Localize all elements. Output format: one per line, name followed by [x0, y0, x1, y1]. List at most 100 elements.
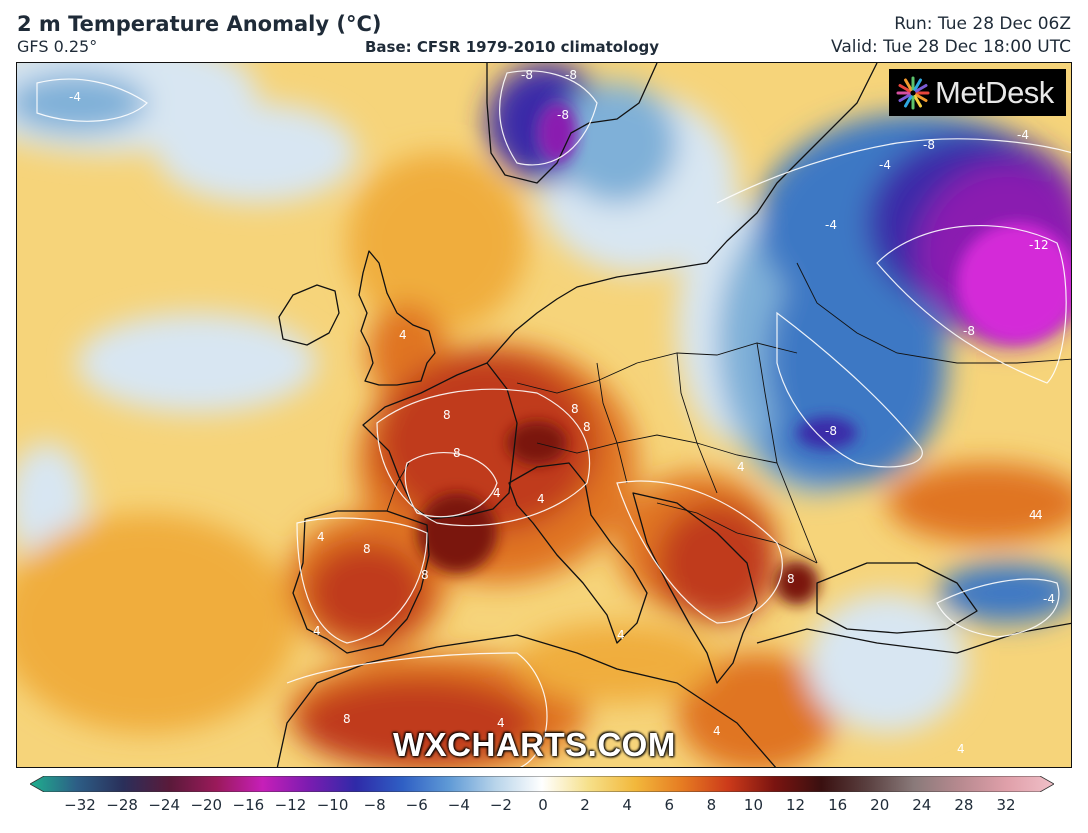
burst-ray [913, 94, 922, 107]
contour-label: 4 [497, 716, 505, 730]
anomaly-core [417, 493, 497, 573]
border-segment [656, 502, 738, 534]
metdesk-logo-text: MetDesk [935, 74, 1054, 110]
contour-label: 4 [399, 328, 407, 342]
colorbar-tick-label: −16 [232, 796, 265, 814]
anomaly-region [517, 623, 717, 703]
contour-label: 8 [443, 408, 451, 422]
anomaly-region [17, 513, 297, 733]
contour-label: -8 [923, 138, 935, 152]
contour-label: -8 [825, 424, 837, 438]
contour-line [498, 70, 598, 166]
contour-label: 8 [421, 568, 429, 582]
burst-ray [904, 94, 913, 107]
coastline-north-sea-europe [486, 63, 878, 364]
contour-label: 4 [737, 460, 745, 474]
anomaly-region [557, 83, 677, 203]
contour-label: 4 [493, 486, 501, 500]
contour-line [404, 452, 498, 518]
anomaly-region [807, 593, 967, 733]
contour-line [36, 78, 148, 122]
chart-title: 2 m Temperature Anomaly (°C) [17, 12, 382, 36]
coastline-ireland [278, 284, 340, 346]
border-segment [386, 462, 410, 512]
contour-label: -8 [565, 68, 577, 82]
contour-line [716, 138, 1071, 204]
colorbar-tick-label: −6 [405, 796, 428, 814]
coastline-north-africa [276, 634, 777, 767]
coastline-france [362, 362, 518, 520]
anomaly-field: -4 -8 -8 -8 -4 -8 -4 -4 -12 -8 -8 4 8 8 … [17, 63, 1071, 767]
colorbar-tick-label: −24 [148, 796, 180, 814]
colorbar-tick-label: 6 [664, 796, 675, 814]
border-segment [796, 262, 1071, 364]
anomaly-region [657, 503, 777, 623]
contour-line [936, 578, 1060, 638]
contour-label: 4 [713, 724, 721, 738]
contour-label: 4 [1035, 508, 1043, 522]
contour-line [286, 652, 548, 767]
coastline-balkans-greece [632, 492, 758, 684]
contour-line [616, 480, 783, 624]
climatology-base: Base: CFSR 1979-2010 climatology [365, 38, 660, 56]
model-name: GFS 0.25° [17, 37, 98, 56]
wxcharts-watermark: WXCHARTS.COM [393, 726, 676, 763]
contour-label: -4 [879, 158, 891, 172]
contour-line [296, 517, 428, 644]
colorbar-tick-label: 12 [785, 796, 806, 814]
anomaly-region [377, 353, 597, 533]
contour-line [376, 388, 591, 527]
metdesk-burst-icon [896, 76, 930, 109]
burst-ray [914, 93, 928, 102]
colorbar-strip [30, 776, 1054, 792]
contour-label: 8 [787, 572, 795, 586]
burst-ray [898, 83, 912, 92]
contour-line [876, 224, 1067, 384]
contour-label: -4 [1043, 592, 1055, 606]
anomaly-region [17, 73, 147, 133]
contour-label: 4 [317, 530, 325, 544]
anomaly-region [307, 543, 427, 643]
border-segment [756, 342, 818, 564]
burst-ray [904, 78, 913, 91]
colorbar-tick-label: 8 [706, 796, 717, 814]
contour-label: -8 [557, 108, 569, 122]
border-segment [536, 434, 778, 464]
anomaly-core [537, 103, 577, 163]
anomaly-core [775, 561, 819, 605]
colorbar [30, 776, 1054, 792]
coastline-italy [508, 462, 648, 644]
contour-label: 8 [343, 712, 351, 726]
colorbar-tick-label: 24 [912, 796, 932, 814]
burst-ray [898, 93, 912, 102]
contour-label: 4 [313, 624, 321, 638]
coastline-turkey [756, 622, 1071, 654]
border-segment [516, 342, 798, 394]
run-time: Run: Tue 28 Dec 06Z [894, 14, 1071, 34]
contour-labels: -4 -8 -8 -8 -4 -8 -4 -4 -12 -8 -8 4 8 8 … [69, 68, 1055, 756]
contour-label: 8 [583, 420, 591, 434]
anomaly-core [797, 417, 857, 449]
coastline-scandinavia [486, 63, 658, 184]
colorbar-tick-label: −4 [447, 796, 470, 814]
contour-label: -8 [963, 324, 975, 338]
anomaly-region [77, 313, 317, 413]
border-segment [676, 352, 718, 494]
burst-ray [914, 83, 928, 92]
contour-label: -4 [69, 90, 81, 104]
colorbar-tick-label: 20 [870, 796, 890, 814]
anomaly-core [957, 223, 1071, 343]
metdesk-logo: MetDesk [889, 69, 1066, 116]
coastlines [276, 63, 1071, 767]
contour-line [776, 311, 923, 468]
coastline-black-sea [816, 562, 978, 634]
anomaly-region [297, 678, 537, 767]
colorbar-tick-label: −2 [489, 796, 512, 814]
coastline-iberia [292, 510, 430, 654]
colorbar-tick-label: −20 [190, 796, 223, 814]
border-segment [596, 362, 628, 484]
colorbar-tick-label: 16 [828, 796, 848, 814]
colorbar-tick-label: 2 [580, 796, 590, 814]
anomaly-region [347, 153, 527, 333]
colorbar-tick-label: 4 [622, 796, 632, 814]
